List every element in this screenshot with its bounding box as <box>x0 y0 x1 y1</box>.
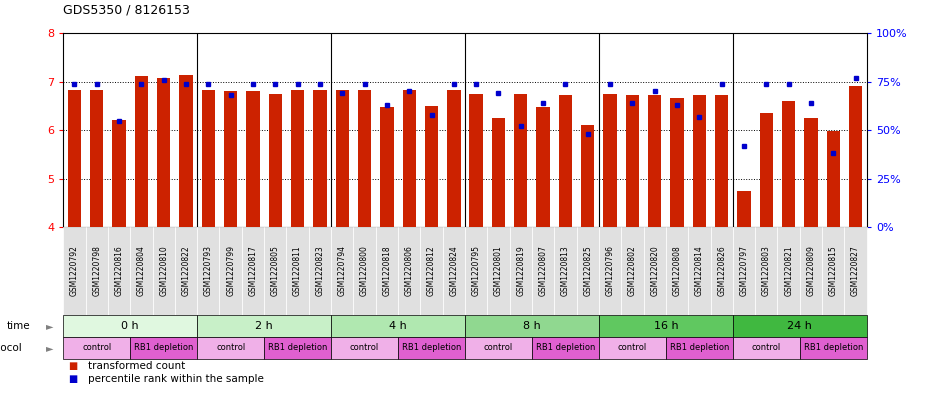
Bar <box>246 90 259 227</box>
Text: GSM1220818: GSM1220818 <box>382 246 392 296</box>
Text: 0 h: 0 h <box>122 321 139 331</box>
Bar <box>715 95 728 227</box>
Bar <box>269 94 282 227</box>
Text: control: control <box>484 343 513 353</box>
Text: GSM1220809: GSM1220809 <box>806 246 816 296</box>
Text: GSM1220821: GSM1220821 <box>784 246 793 296</box>
Bar <box>403 90 416 227</box>
Text: GSM1220816: GSM1220816 <box>114 246 124 296</box>
Text: GSM1220804: GSM1220804 <box>137 246 146 296</box>
Text: 4 h: 4 h <box>389 321 407 331</box>
Bar <box>537 107 550 227</box>
Bar <box>291 90 304 227</box>
Text: GSM1220793: GSM1220793 <box>204 246 213 296</box>
Text: control: control <box>618 343 647 353</box>
Text: GSM1220813: GSM1220813 <box>561 246 570 296</box>
Text: 24 h: 24 h <box>788 321 812 331</box>
Bar <box>671 98 684 227</box>
Text: 2 h: 2 h <box>255 321 273 331</box>
Text: protocol: protocol <box>0 343 22 353</box>
Text: time: time <box>7 321 31 331</box>
Text: control: control <box>216 343 246 353</box>
Bar <box>514 94 527 227</box>
Bar <box>737 191 751 227</box>
Text: GSM1220810: GSM1220810 <box>159 246 168 296</box>
Bar <box>760 113 773 227</box>
Text: ■: ■ <box>68 361 77 371</box>
Text: GSM1220826: GSM1220826 <box>717 246 726 296</box>
Text: GSM1220817: GSM1220817 <box>248 246 258 296</box>
Bar <box>313 90 326 227</box>
Text: GSM1220796: GSM1220796 <box>605 246 615 296</box>
Text: RB1 depletion: RB1 depletion <box>134 343 193 353</box>
Text: GSM1220795: GSM1220795 <box>472 246 481 296</box>
Text: GSM1220802: GSM1220802 <box>628 246 637 296</box>
Text: 16 h: 16 h <box>654 321 678 331</box>
Text: RB1 depletion: RB1 depletion <box>804 343 863 353</box>
Text: 8 h: 8 h <box>523 321 541 331</box>
Text: GSM1220792: GSM1220792 <box>70 246 79 296</box>
Text: control: control <box>751 343 781 353</box>
Bar <box>135 75 148 227</box>
Bar <box>358 90 371 227</box>
Text: GSM1220800: GSM1220800 <box>360 246 369 296</box>
Bar <box>849 86 862 227</box>
Bar <box>492 118 505 227</box>
Text: GSM1220823: GSM1220823 <box>315 246 325 296</box>
Bar <box>470 94 483 227</box>
Text: GSM1220825: GSM1220825 <box>583 246 592 296</box>
Text: GSM1220797: GSM1220797 <box>739 246 749 296</box>
Bar <box>90 90 103 227</box>
Text: RB1 depletion: RB1 depletion <box>402 343 461 353</box>
Text: GSM1220824: GSM1220824 <box>449 246 458 296</box>
Text: GSM1220794: GSM1220794 <box>338 246 347 296</box>
Text: percentile rank within the sample: percentile rank within the sample <box>88 374 264 384</box>
Bar <box>336 90 349 227</box>
Text: RB1 depletion: RB1 depletion <box>670 343 729 353</box>
Text: GSM1220827: GSM1220827 <box>851 246 860 296</box>
Text: GSM1220801: GSM1220801 <box>494 246 503 296</box>
Text: transformed count: transformed count <box>88 361 186 371</box>
Text: GDS5350 / 8126153: GDS5350 / 8126153 <box>63 4 190 17</box>
Bar <box>179 75 193 227</box>
Bar <box>157 78 170 227</box>
Text: control: control <box>350 343 379 353</box>
Text: ►: ► <box>46 343 53 353</box>
Bar <box>224 90 237 227</box>
Text: GSM1220814: GSM1220814 <box>695 246 704 296</box>
Bar <box>581 125 594 227</box>
Bar <box>380 107 393 227</box>
Bar <box>827 131 840 227</box>
Bar <box>425 106 438 227</box>
Text: GSM1220819: GSM1220819 <box>516 246 525 296</box>
Bar <box>559 95 572 227</box>
Text: GSM1220820: GSM1220820 <box>650 246 659 296</box>
Text: GSM1220815: GSM1220815 <box>829 246 838 296</box>
Text: ■: ■ <box>68 374 77 384</box>
Text: GSM1220806: GSM1220806 <box>405 246 414 296</box>
Text: GSM1220822: GSM1220822 <box>181 246 191 296</box>
Bar <box>68 90 81 227</box>
Bar <box>648 95 661 227</box>
Bar <box>604 94 617 227</box>
Text: GSM1220808: GSM1220808 <box>672 246 682 296</box>
Bar <box>804 118 817 227</box>
Text: GSM1220805: GSM1220805 <box>271 246 280 296</box>
Bar <box>782 101 795 227</box>
Bar <box>113 119 126 227</box>
Text: GSM1220799: GSM1220799 <box>226 246 235 296</box>
Text: GSM1220803: GSM1220803 <box>762 246 771 296</box>
Text: GSM1220811: GSM1220811 <box>293 246 302 296</box>
Text: GSM1220807: GSM1220807 <box>538 246 548 296</box>
Bar <box>626 95 639 227</box>
Text: control: control <box>82 343 112 353</box>
Bar <box>447 90 460 227</box>
Text: GSM1220798: GSM1220798 <box>92 246 101 296</box>
Text: ►: ► <box>46 321 53 331</box>
Bar <box>202 90 215 227</box>
Text: RB1 depletion: RB1 depletion <box>536 343 595 353</box>
Text: RB1 depletion: RB1 depletion <box>268 343 327 353</box>
Bar <box>693 95 706 227</box>
Text: GSM1220812: GSM1220812 <box>427 246 436 296</box>
